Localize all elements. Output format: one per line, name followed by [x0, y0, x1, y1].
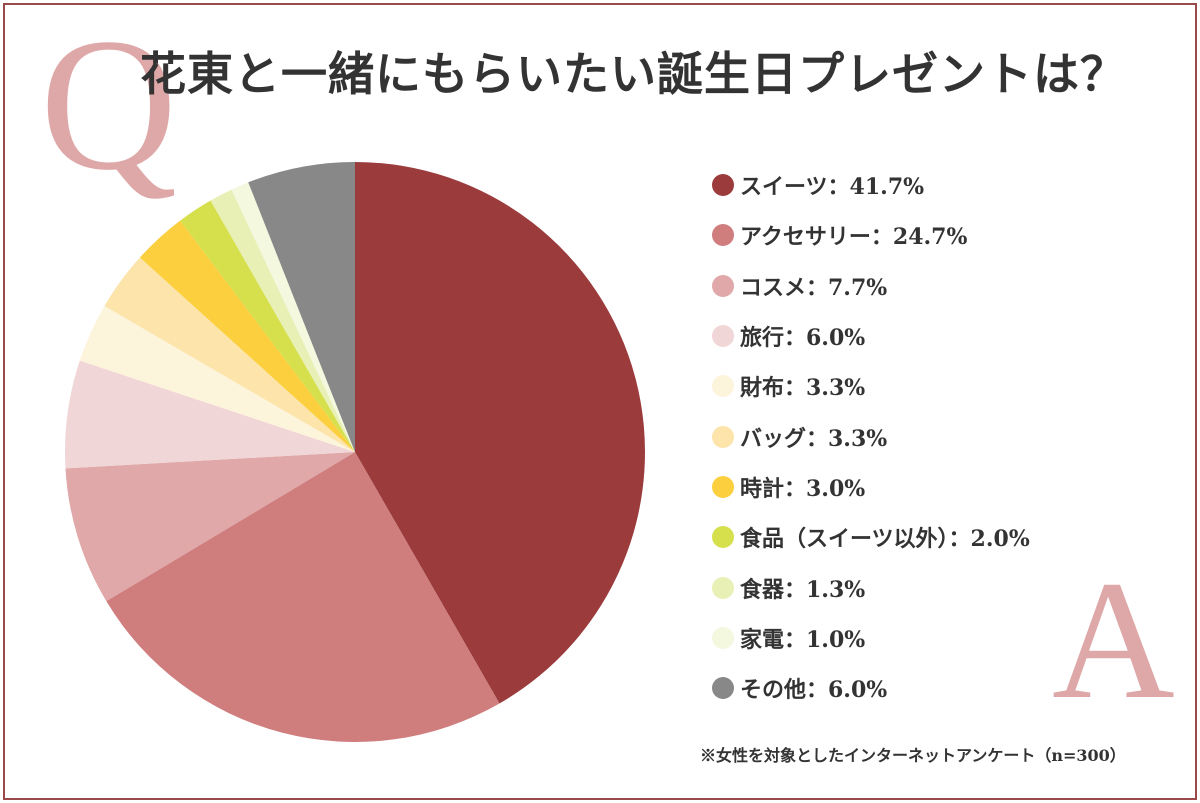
legend-swatch: [712, 425, 734, 448]
q-letter: Q: [40, 0, 178, 210]
legend-label: コスメ：7.7%: [740, 274, 888, 301]
legend-swatch: [712, 576, 734, 599]
legend-label: 旅行：6.0%: [740, 325, 866, 352]
pie-slice-10: [248, 162, 355, 452]
legend: スイーツ：41.7% アクセサリー：24.7% コスメ：7.7% 旅行：6.0% 財布：…: [712, 160, 1030, 713]
survey-note: ※女性を対象としたインターネットアンケート（n=300）: [700, 746, 1126, 765]
chart-title: 花東と一緒にもらいたい誕生日プレゼントは？: [140, 47, 1127, 101]
legend-swatch: [712, 174, 734, 197]
legend-item: スイーツ：41.7%: [712, 160, 1030, 210]
legend-label: その他：6.0%: [740, 677, 888, 704]
legend-label: アクセサリー：24.7%: [740, 224, 968, 251]
pie-slice-8: [210, 189, 355, 452]
pie-slice-5: [104, 257, 355, 452]
legend-item: 財布：3.3%: [712, 361, 1030, 411]
legend-item: その他：6.0%: [712, 663, 1030, 713]
pie-slice-0: [355, 162, 646, 704]
legend-item: 食品（スイーツ以外）：2.0%: [712, 512, 1030, 562]
legend-item: 食器：1.3%: [712, 562, 1030, 612]
legend-label: 食器：1.3%: [740, 576, 866, 603]
legend-item: 家電：1.0%: [712, 613, 1030, 663]
pie-slice-6: [139, 220, 355, 452]
legend-label: バッグ：3.3%: [740, 425, 888, 452]
legend-item: アクセサリー：24.7%: [712, 210, 1030, 260]
legend-swatch: [712, 526, 734, 549]
a-letter: A: [1052, 546, 1175, 734]
legend-swatch: [712, 274, 734, 297]
legend-swatch: [712, 677, 734, 700]
legend-label: 時計：3.0%: [740, 475, 866, 502]
legend-item: 時計：3.0%: [712, 462, 1030, 512]
legend-label: 家電：1.0%: [740, 626, 866, 653]
pie-slice-3: [64, 360, 355, 469]
legend-swatch: [712, 325, 734, 348]
legend-swatch: [712, 475, 734, 498]
pie-slice-7: [180, 200, 355, 452]
legend-item: バッグ：3.3%: [712, 411, 1030, 461]
pie-slice-1: [106, 452, 500, 743]
legend-label: スイーツ：41.7%: [740, 174, 925, 201]
legend-item: コスメ：7.7%: [712, 261, 1030, 311]
legend-item: 旅行：6.0%: [712, 311, 1030, 361]
pie-slice-9: [231, 182, 355, 453]
frame-border: [3, 3, 1197, 800]
legend-label: 食品（スイーツ以外）：2.0%: [740, 526, 1030, 553]
pie-slice-2: [65, 452, 355, 602]
legend-swatch: [712, 224, 734, 247]
legend-label: 財布：3.3%: [740, 375, 866, 402]
legend-swatch: [712, 626, 734, 649]
legend-swatch: [712, 375, 734, 398]
pie-slice-4: [79, 305, 355, 452]
